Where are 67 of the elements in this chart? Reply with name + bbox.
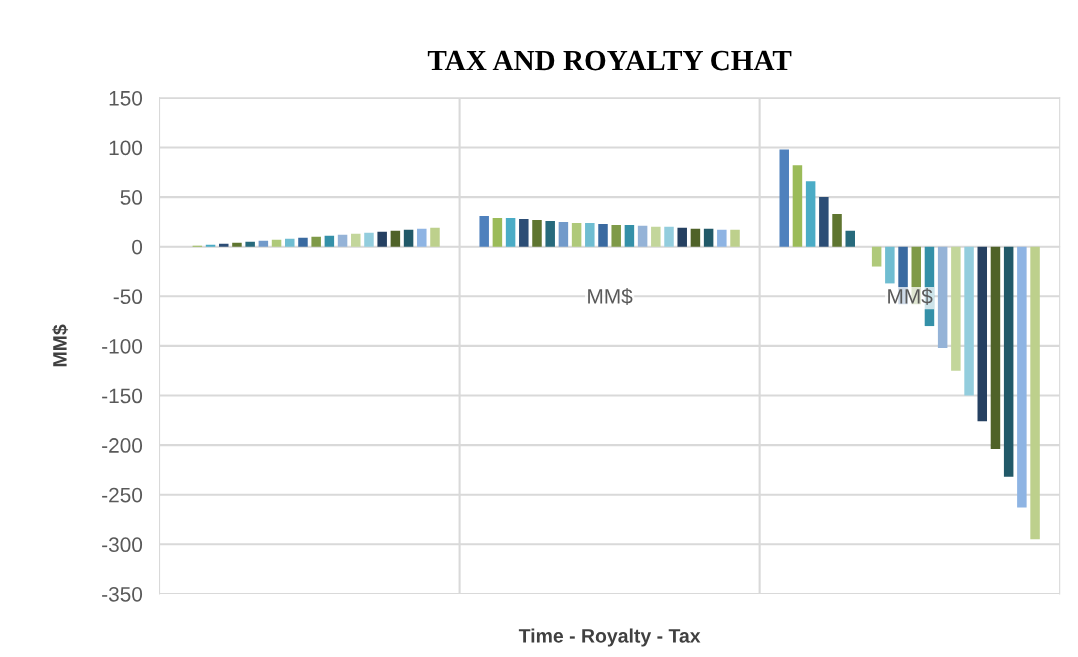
bar — [558, 221, 569, 247]
y-tick-label: -150 — [102, 388, 143, 404]
bar — [245, 241, 255, 247]
bar — [703, 228, 714, 247]
bar — [377, 231, 387, 247]
bar — [690, 228, 701, 247]
y-tick-label: -250 — [102, 487, 143, 503]
bar — [977, 246, 988, 422]
y-tick-label: 50 — [120, 190, 143, 205]
y-tick-label: -300 — [102, 537, 143, 553]
bar — [351, 233, 361, 247]
bar — [337, 234, 348, 247]
bar — [430, 227, 440, 247]
bar — [390, 230, 401, 247]
bar — [519, 218, 529, 247]
bar — [964, 246, 974, 396]
bar — [871, 246, 882, 267]
y-tick-label: 0 — [132, 239, 143, 255]
bar — [311, 236, 321, 247]
bar — [492, 217, 503, 247]
bar — [937, 246, 948, 348]
bar — [805, 181, 816, 247]
y-tick-label: 150 — [109, 90, 143, 106]
bar — [1017, 246, 1027, 508]
bar — [832, 213, 842, 247]
bar — [585, 222, 595, 247]
bar — [403, 229, 414, 247]
y-tick-label: -100 — [102, 338, 143, 354]
y-axis-title: MM$ — [52, 324, 69, 367]
bar — [532, 219, 542, 247]
bar — [479, 215, 489, 247]
bar — [1030, 246, 1040, 540]
bar — [364, 232, 374, 247]
bar — [792, 165, 803, 247]
y-tick-label: -200 — [102, 438, 143, 453]
bar — [271, 239, 282, 247]
bar — [1003, 246, 1014, 477]
bar — [990, 246, 1001, 450]
bar — [845, 230, 855, 247]
bar — [598, 223, 608, 247]
x-axis-title: Time - Royalty - Tax — [518, 628, 701, 647]
bar — [677, 227, 687, 247]
bar — [571, 222, 582, 247]
bar — [258, 240, 269, 247]
y-tick-label: -350 — [102, 586, 143, 602]
bar — [324, 235, 335, 247]
bar — [717, 229, 727, 247]
y-tick-label: -50 — [113, 289, 143, 305]
bar — [779, 149, 789, 247]
bar — [545, 220, 555, 247]
bar — [819, 197, 829, 247]
bar — [285, 238, 295, 247]
bar — [664, 226, 674, 247]
bar — [219, 243, 229, 247]
bar — [417, 228, 427, 247]
bar — [730, 229, 740, 247]
bar — [637, 225, 648, 247]
bar — [624, 224, 635, 247]
chart-title: TAX AND ROYALTY CHAT — [427, 50, 792, 71]
y-tick-label: 100 — [109, 140, 143, 156]
bar — [651, 226, 661, 247]
bar — [505, 217, 516, 247]
bar — [232, 242, 242, 247]
bar — [951, 246, 961, 371]
bar — [885, 246, 895, 284]
bar — [611, 224, 621, 247]
bar — [298, 237, 308, 247]
